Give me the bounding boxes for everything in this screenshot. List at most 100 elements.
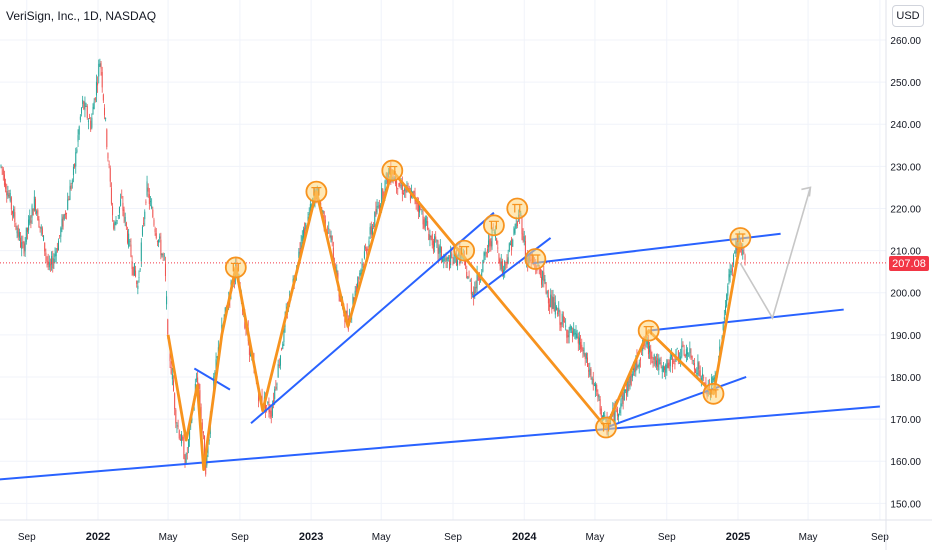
candle-body <box>597 392 599 397</box>
x-tick-label: 2025 <box>726 531 750 543</box>
candle-body <box>66 213 68 214</box>
y-tick-label: 190.00 <box>890 331 921 342</box>
candle-body <box>489 239 491 246</box>
candle-body <box>199 390 201 405</box>
y-tick-label: 240.00 <box>890 120 921 131</box>
candle-body <box>562 315 564 322</box>
candle-body <box>542 270 544 281</box>
candle-body <box>362 264 364 266</box>
candle-body <box>21 242 23 249</box>
candle-body <box>129 240 131 242</box>
candle-body <box>270 410 272 418</box>
candle-body <box>473 291 475 299</box>
candle-body <box>369 227 371 235</box>
candle-body <box>482 260 484 272</box>
marker-circle <box>729 227 752 249</box>
candle-body <box>480 278 482 280</box>
candle-body <box>328 228 330 230</box>
candle-body <box>5 182 7 189</box>
candle-body <box>587 357 588 367</box>
pattern-marker <box>729 227 752 249</box>
candle-body <box>695 369 697 373</box>
candle-body <box>661 366 663 372</box>
candle-body <box>451 253 453 258</box>
candle-body <box>509 243 511 245</box>
candle-body <box>508 243 510 251</box>
candle-body <box>302 229 304 240</box>
candle-body <box>681 345 683 357</box>
candle-body <box>483 252 485 261</box>
candle-body <box>305 222 307 231</box>
pattern-marker <box>595 416 617 439</box>
candle-body <box>308 214 310 216</box>
candle-body <box>631 374 633 378</box>
pattern-marker <box>381 159 404 182</box>
grid <box>0 0 886 520</box>
candle-body <box>344 317 346 322</box>
candle-body <box>200 406 202 420</box>
candle-body <box>623 388 625 401</box>
candle-body <box>644 344 646 346</box>
candle-body <box>153 219 155 226</box>
candle-body <box>427 221 429 230</box>
candle-body <box>744 255 746 260</box>
currency-button[interactable]: USD <box>892 5 924 27</box>
candle-body <box>55 251 57 257</box>
candle-body <box>46 256 48 261</box>
candle-body <box>78 126 80 135</box>
candle-body <box>89 118 91 119</box>
candle-body <box>48 262 50 268</box>
y-tick-label: 230.00 <box>890 162 921 173</box>
x-tick-label: Sep <box>871 532 889 543</box>
candle-body <box>189 426 191 440</box>
candle-body <box>497 247 499 249</box>
candle-body <box>353 297 355 302</box>
x-tick-label: Sep <box>231 532 249 543</box>
candle-body <box>147 187 149 192</box>
candle-body <box>673 360 675 362</box>
candle-body <box>660 362 662 367</box>
candle-body <box>501 260 503 274</box>
candle-body <box>703 377 705 379</box>
candle-body <box>581 344 583 351</box>
candle-body <box>543 272 545 282</box>
candle-body <box>447 257 449 260</box>
candle-body <box>674 362 676 365</box>
marker-circle <box>381 159 404 182</box>
candle-body <box>14 212 16 223</box>
candle-body <box>271 406 273 416</box>
candle-body <box>578 337 580 345</box>
candle-body <box>274 389 276 399</box>
candle-body <box>2 169 4 175</box>
candle-body <box>589 368 591 376</box>
marker-glyph <box>230 262 241 272</box>
trendline <box>193 367 231 391</box>
trendline <box>605 376 747 429</box>
candle-body <box>435 236 437 240</box>
y-tick-label: 150.00 <box>890 499 921 510</box>
candle-body <box>205 458 207 475</box>
candle-body <box>52 258 54 269</box>
y-tick-label: 260.00 <box>890 36 921 47</box>
candle-body <box>361 262 363 269</box>
candle-body <box>478 278 480 280</box>
candle-body <box>181 433 183 444</box>
candle-body <box>688 354 690 356</box>
candle-body <box>346 310 348 324</box>
candle-body <box>32 208 34 216</box>
candle-body <box>355 286 357 293</box>
candle-body <box>566 329 568 338</box>
candle-body <box>384 180 386 196</box>
candle-body <box>476 272 478 289</box>
candle-body <box>373 225 375 227</box>
candle-body <box>352 296 354 308</box>
candle-body <box>728 274 730 281</box>
candle-body <box>629 373 631 384</box>
candle-body <box>196 378 197 380</box>
candle-body <box>148 194 150 205</box>
candle-body <box>23 243 25 254</box>
candle-body <box>276 383 278 385</box>
candle-body <box>324 219 326 228</box>
candle-body <box>639 358 641 361</box>
